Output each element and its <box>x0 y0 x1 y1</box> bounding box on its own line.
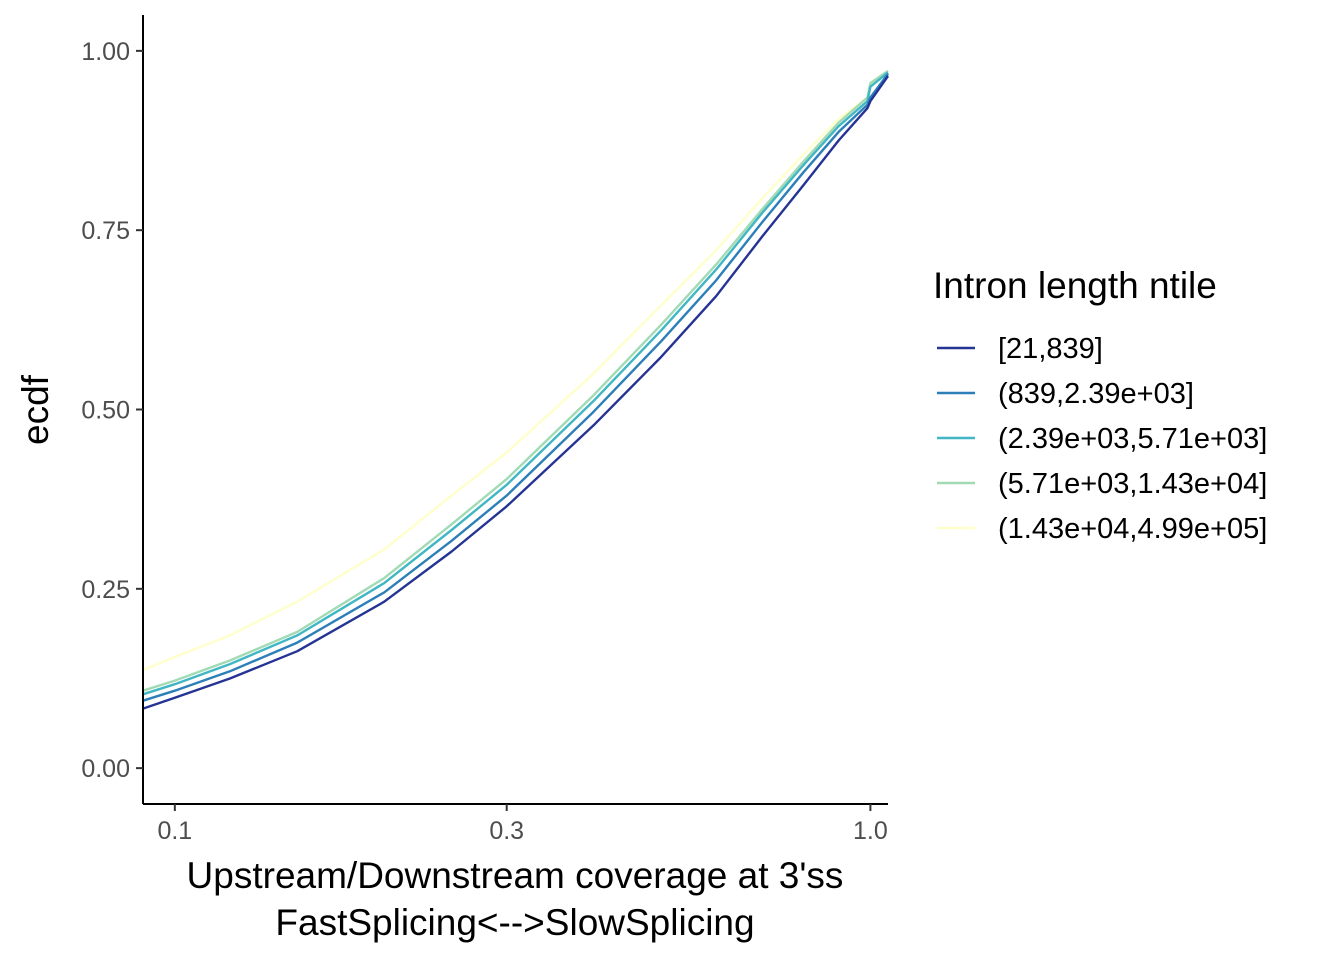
series-line <box>142 71 889 696</box>
x-tick-label: 0.1 <box>157 817 192 845</box>
x-axis-title-line1: Upstream/Downstream coverage at 3'ss <box>187 855 844 896</box>
legend-item: (5.71e+03,1.43e+04] <box>937 468 1267 500</box>
legend-item: (839,2.39e+03] <box>937 378 1194 410</box>
y-tick-label: 1.00 <box>81 38 130 66</box>
x-axis-ticks: 0.1 0.3 1.0 <box>157 804 888 845</box>
series-line <box>142 69 889 692</box>
y-tick-label: 0.50 <box>81 397 130 425</box>
y-tick-label: 0.00 <box>81 755 130 783</box>
legend-label: (839,2.39e+03] <box>998 378 1194 410</box>
series-lines <box>142 69 889 710</box>
y-axis-ticks: 0.00 0.25 0.50 0.75 1.00 <box>81 38 143 783</box>
legend-items: [21,839] (839,2.39e+03] (2.39e+03,5.71e+03… <box>937 333 1267 545</box>
legend-title: Intron length ntile <box>933 265 1217 306</box>
x-axis-title-line2: FastSplicing<-->SlowSplicing <box>275 902 754 943</box>
y-tick-label: 0.25 <box>81 576 130 604</box>
y-axis-title: ecdf <box>15 374 56 445</box>
series-line <box>142 75 889 710</box>
series-line <box>142 69 889 672</box>
legend-label: (2.39e+03,5.71e+03] <box>998 423 1267 455</box>
y-tick-label: 0.75 <box>81 217 130 245</box>
legend-label: [21,839] <box>998 333 1103 365</box>
x-tick-label: 1.0 <box>853 817 888 845</box>
legend: Intron length ntile [21,839] (839,2.39e+0… <box>933 265 1267 545</box>
legend-label: (1.43e+04,4.99e+05] <box>998 513 1267 545</box>
legend-label: (5.71e+03,1.43e+04] <box>998 468 1267 500</box>
legend-item: [21,839] <box>937 333 1103 365</box>
legend-item: (2.39e+03,5.71e+03] <box>937 423 1267 455</box>
x-tick-label: 0.3 <box>489 817 524 845</box>
legend-item: (1.43e+04,4.99e+05] <box>937 513 1267 545</box>
series-line <box>142 73 889 702</box>
plot-panel: 0.00 0.25 0.50 0.75 1.00 0.1 0.3 1.0 <box>81 15 889 845</box>
